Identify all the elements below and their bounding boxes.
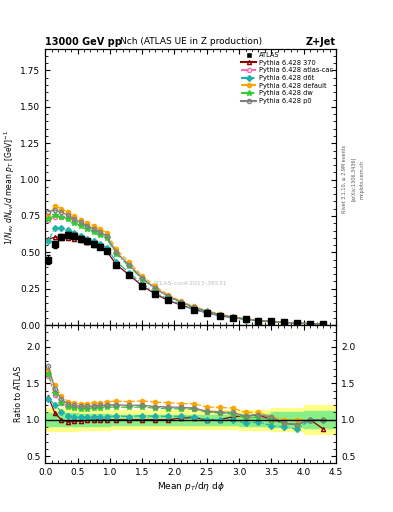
Text: Z+Jet: Z+Jet [306, 37, 336, 47]
Text: ATLAS-conf-2013-36531: ATLAS-conf-2013-36531 [153, 281, 228, 286]
Text: mcplots.cern.ch: mcplots.cern.ch [360, 160, 365, 199]
Text: 13000 GeV pp: 13000 GeV pp [45, 37, 122, 47]
Text: [arXiv:1306.3436]: [arXiv:1306.3436] [351, 157, 356, 201]
Title: Nch (ATLAS UE in Z production): Nch (ATLAS UE in Z production) [119, 37, 262, 47]
Y-axis label: $1/N_{ev}$ $dN_{ev}/d$ mean $p_T$ [GeV]$^{-1}$: $1/N_{ev}$ $dN_{ev}/d$ mean $p_T$ [GeV]$… [3, 129, 17, 245]
X-axis label: Mean $p_T$/d$\eta$ d$\phi$: Mean $p_T$/d$\eta$ d$\phi$ [157, 480, 224, 493]
Text: Rivet 3.1.10, ≥ 2.9M events: Rivet 3.1.10, ≥ 2.9M events [342, 145, 347, 214]
Y-axis label: Ratio to ATLAS: Ratio to ATLAS [14, 366, 23, 422]
Legend: ATLAS, Pythia 6.428 370, Pythia 6.428 atlas-cac, Pythia 6.428 d6t, Pythia 6.428 : ATLAS, Pythia 6.428 370, Pythia 6.428 at… [240, 51, 334, 105]
